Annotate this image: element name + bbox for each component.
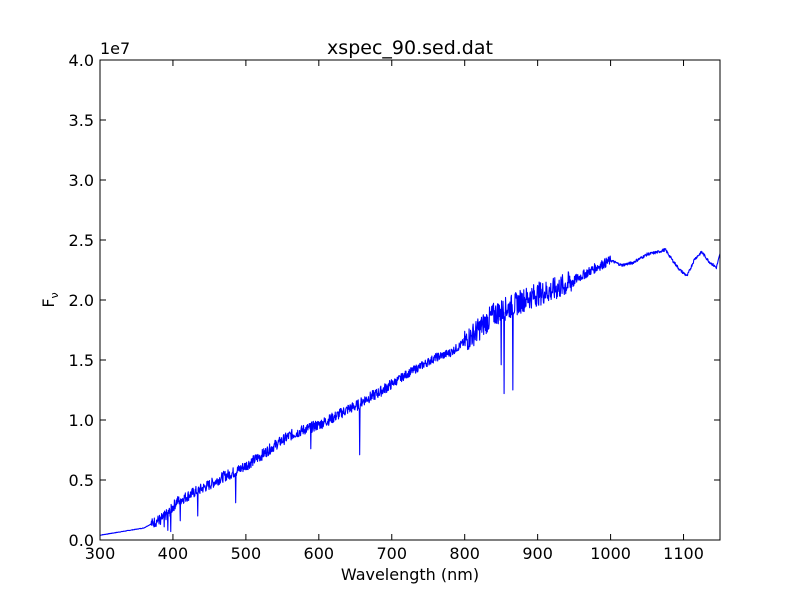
x-tick-label: 1000 [590,544,631,563]
x-tick-label: 600 [304,544,335,563]
y-tick-label: 1.5 [69,351,94,370]
y-axis-title: Fν [39,292,61,307]
series-layer [99,248,721,536]
y-tick-label: 0.5 [69,471,94,490]
y-tick-label: 0.0 [69,531,94,550]
x-axis-ticks: 300 400 500 600 700 800 900 1000 1100 [85,60,704,563]
y-tick-label: 4.0 [69,51,94,70]
x-tick-label: 1100 [663,544,704,563]
x-tick-label: 800 [449,544,480,563]
plot-frame [99,59,721,541]
x-tick-label: 400 [158,544,189,563]
y-axis-title-main: F [39,298,58,307]
y-tick-label: 1.0 [69,411,94,430]
x-tick-label: 300 [85,544,116,563]
y-tick-label: 2.0 [69,291,94,310]
y-axis-ticks: 0.0 0.5 1.0 1.5 2.0 2.5 3.0 3.5 4.0 [69,51,720,550]
x-tick-label: 500 [231,544,262,563]
spectrum-line [99,248,721,536]
x-axis-title: Wavelength (nm) [341,565,479,584]
y-tick-label: 3.0 [69,171,94,190]
chart-title: xspec_90.sed.dat [327,37,493,59]
x-tick-label: 900 [522,544,553,563]
y-axis-title-subscript: ν [48,292,61,298]
x-tick-label: 700 [376,544,407,563]
y-tick-label: 2.5 [69,231,94,250]
y-tick-label: 3.5 [69,111,94,130]
y-offset-label: 1e7 [100,39,130,58]
